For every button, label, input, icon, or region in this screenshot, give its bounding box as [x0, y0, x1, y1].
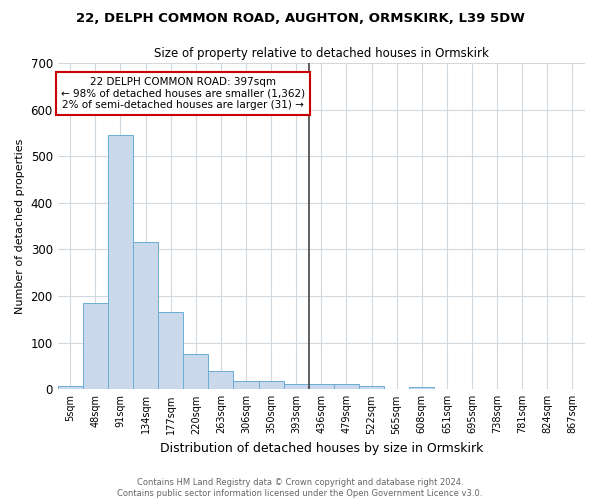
Text: 22, DELPH COMMON ROAD, AUGHTON, ORMSKIRK, L39 5DW: 22, DELPH COMMON ROAD, AUGHTON, ORMSKIRK… [76, 12, 524, 26]
Bar [259, 381, 284, 390]
X-axis label: Distribution of detached houses by size in Ormskirk: Distribution of detached houses by size … [160, 442, 483, 455]
Title: Size of property relative to detached houses in Ormskirk: Size of property relative to detached ho… [154, 48, 489, 60]
Text: Contains HM Land Registry data © Crown copyright and database right 2024.
Contai: Contains HM Land Registry data © Crown c… [118, 478, 482, 498]
Bar [334, 384, 359, 390]
Bar [133, 242, 158, 390]
Bar [359, 386, 384, 390]
Bar [309, 384, 334, 390]
Y-axis label: Number of detached properties: Number of detached properties [15, 138, 25, 314]
Text: 22 DELPH COMMON ROAD: 397sqm
← 98% of detached houses are smaller (1,362)
2% of : 22 DELPH COMMON ROAD: 397sqm ← 98% of de… [61, 77, 305, 110]
Bar [284, 384, 309, 390]
Bar [58, 386, 83, 390]
Bar [409, 387, 434, 390]
Bar [183, 354, 208, 390]
Bar [208, 370, 233, 390]
Bar [83, 303, 108, 390]
Bar [233, 381, 259, 390]
Bar [158, 312, 183, 390]
Bar [108, 136, 133, 390]
